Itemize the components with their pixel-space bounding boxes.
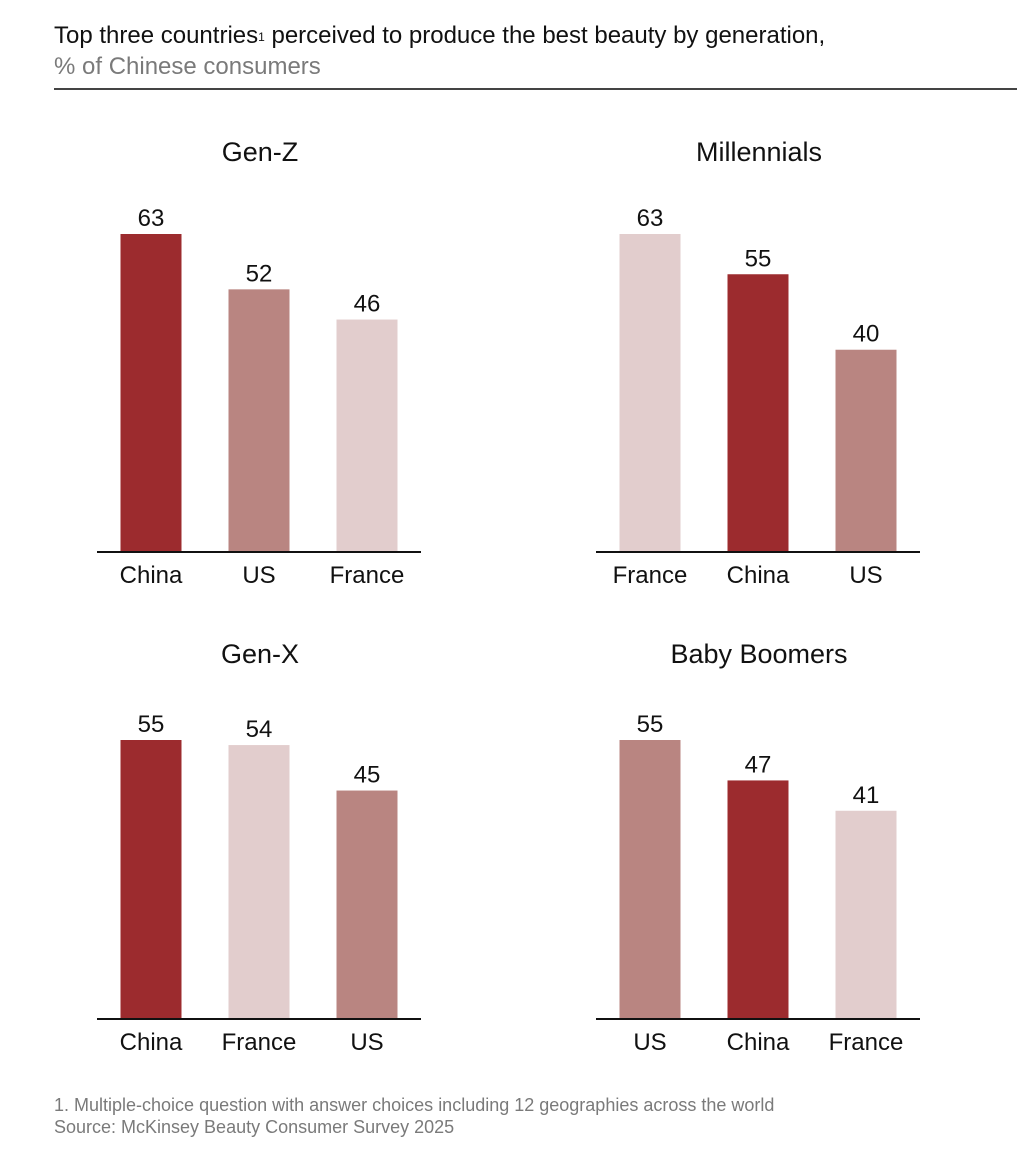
data-label-gen-x-france: 54 <box>246 716 273 743</box>
tick-label-gen-x-china: China <box>120 1029 183 1056</box>
bar-millennials-china <box>727 274 789 551</box>
chart-panel-gen-z: Gen-Z 63 China 52 US 46 France <box>96 130 422 600</box>
footnotes: 1. Multiple-choice question with answer … <box>54 1094 774 1138</box>
chart-header: Top three countries1 perceived to produc… <box>54 20 1017 90</box>
bar-baby-boomers-us <box>619 740 681 1018</box>
chart-title-gen-z: Gen-Z <box>222 137 299 167</box>
source-text: Source: McKinsey Beauty Consumer Survey … <box>54 1117 455 1137</box>
tick-label-baby-boomers-us: US <box>633 1029 666 1056</box>
title-text-rest: perceived to produce the best beauty by … <box>264 22 826 49</box>
bar-millennials-france <box>619 234 681 551</box>
bar-millennials-us <box>835 349 897 551</box>
data-label-gen-x-us: 45 <box>354 762 381 789</box>
data-label-millennials-france: 63 <box>637 205 664 232</box>
tick-label-millennials-china: China <box>727 562 790 589</box>
chart-svg-baby-boomers: Baby Boomers 55 US 47 China 41 France <box>596 639 920 1056</box>
title-footnote-marker: 1 <box>258 30 265 44</box>
tick-label-gen-z-china: China <box>120 562 183 589</box>
bar-baby-boomers-france <box>835 810 897 1018</box>
chart-title-gen-x: Gen-X <box>221 639 299 669</box>
bar-gen-x-us <box>336 790 398 1018</box>
bar-gen-z-us <box>228 289 290 551</box>
bar-baby-boomers-china <box>727 780 789 1018</box>
chart-panel-baby-boomers: Baby Boomers 55 US 47 China 41 France <box>595 630 921 1066</box>
data-label-gen-z-us: 52 <box>246 260 273 287</box>
tick-label-millennials-france: France <box>613 562 688 589</box>
page-subtitle: % of Chinese consumers <box>54 53 321 80</box>
footnote-text: 1. Multiple-choice question with answer … <box>54 1095 775 1115</box>
data-label-gen-z-france: 46 <box>354 291 381 318</box>
data-label-millennials-china: 55 <box>745 245 772 272</box>
data-label-baby-boomers-china: 47 <box>745 751 772 778</box>
bar-gen-z-france <box>336 319 398 551</box>
bar-gen-x-france <box>228 745 290 1018</box>
tick-label-gen-z-us: US <box>242 562 275 589</box>
chart-svg-gen-x: Gen-X 55 China 54 France 45 US <box>97 639 421 1056</box>
data-label-millennials-us: 40 <box>853 321 880 348</box>
data-label-gen-x-china: 55 <box>138 711 165 738</box>
tick-label-baby-boomers-france: France <box>829 1029 904 1056</box>
tick-label-gen-z-france: France <box>330 562 405 589</box>
header-divider <box>54 88 1017 90</box>
data-label-gen-z-china: 63 <box>138 205 165 232</box>
data-label-baby-boomers-us: 55 <box>637 711 664 738</box>
tick-label-millennials-us: US <box>849 562 882 589</box>
chart-panel-gen-x: Gen-X 55 China 54 France 45 US <box>96 630 422 1066</box>
chart-panel-millennials: Millennials 63 France 55 China 40 US <box>595 130 921 600</box>
chart-title-baby-boomers: Baby Boomers <box>670 639 847 669</box>
page-title: Top three countries1 perceived to produc… <box>54 20 1017 52</box>
data-label-baby-boomers-france: 41 <box>853 782 880 809</box>
title-text: Top three countries <box>54 22 259 49</box>
tick-label-gen-x-france: France <box>222 1029 297 1056</box>
chart-title-millennials: Millennials <box>696 137 822 167</box>
chart-svg-millennials: Millennials 63 France 55 China 40 US <box>596 137 920 589</box>
chart-svg-gen-z: Gen-Z 63 China 52 US 46 France <box>97 137 421 589</box>
bar-gen-x-china <box>120 740 182 1018</box>
bar-gen-z-china <box>120 234 182 551</box>
tick-label-baby-boomers-china: China <box>727 1029 790 1056</box>
tick-label-gen-x-us: US <box>350 1029 383 1056</box>
